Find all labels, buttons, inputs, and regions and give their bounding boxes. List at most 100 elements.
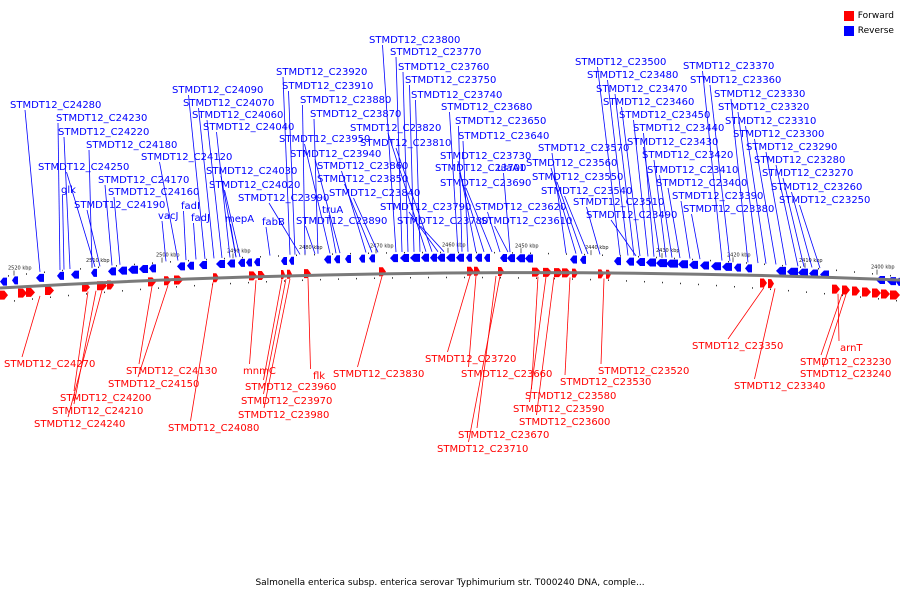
reverse-gene-label[interactable]: STMDT12_C23680 [441,102,532,113]
reverse-gene-label[interactable]: STMDT12_C24180 [86,140,177,151]
reverse-gene-label[interactable]: STMDT12_C23640 [458,131,549,142]
reverse-gene-label[interactable]: STMDT12_C23950 [279,134,370,145]
reverse-gene-arrow[interactable] [71,270,79,279]
reverse-gene-label[interactable]: STMDT12_C23650 [455,116,546,127]
reverse-gene-label[interactable]: STMDT12_C23780 [397,216,488,227]
forward-gene-label[interactable]: STMDT12_C24150 [108,379,199,390]
forward-gene-label[interactable]: STMDT12_C24210 [52,406,143,417]
forward-gene-arrow[interactable] [842,285,850,295]
reverse-gene-arrow[interactable] [246,258,252,267]
forward-gene-arrow[interactable] [467,266,474,276]
reverse-gene-arrow[interactable] [787,267,798,276]
reverse-gene-label[interactable]: STMDT12_C23370 [683,61,774,72]
reverse-gene-arrow[interactable] [466,253,472,262]
forward-gene-label[interactable]: STMDT12_C23720 [425,354,516,365]
reverse-gene-arrow[interactable] [118,266,127,275]
forward-gene-arrow[interactable] [768,279,774,289]
forward-gene-label[interactable]: STMDT12_C23590 [513,404,604,415]
reverse-gene-label[interactable]: STMDT12_C23330 [714,89,805,100]
reverse-gene-arrow[interactable] [689,260,698,269]
reverse-gene-label[interactable]: STMDT12_C23870 [310,109,401,120]
reverse-gene-arrow[interactable] [678,260,688,269]
reverse-gene-arrow[interactable] [91,268,97,277]
reverse-gene-label[interactable]: STMDT12_C23850 [317,174,408,185]
reverse-gene-arrow[interactable] [484,253,490,262]
reverse-gene-label[interactable]: STMDT12_C24090 [172,85,263,96]
reverse-gene-label[interactable]: STMDT12_C23790 [380,202,471,213]
reverse-gene-label[interactable]: STMDT12_C23750 [405,75,496,86]
forward-gene-label[interactable]: STMDT12_C23240 [800,369,891,380]
reverse-gene-arrow[interactable] [636,258,645,267]
reverse-gene-arrow[interactable] [700,261,709,270]
reverse-gene-arrow[interactable] [475,253,482,262]
forward-gene-label[interactable]: STMDT12_C23980 [238,410,329,421]
reverse-gene-arrow[interactable] [507,254,515,263]
forward-gene-label[interactable]: STMDT12_C23340 [734,381,825,392]
reverse-gene-label[interactable]: STMDT12_C24030 [206,166,297,177]
reverse-gene-label[interactable]: fadI [181,201,200,212]
reverse-gene-arrow[interactable] [12,276,18,285]
reverse-gene-arrow[interactable] [798,268,808,277]
forward-gene-label[interactable]: arnT [840,343,863,354]
reverse-gene-label[interactable]: STMDT12_C23300 [733,129,824,140]
forward-gene-label[interactable]: STMDT12_C23670 [458,430,549,441]
reverse-gene-label[interactable]: STMDT12_C23570 [538,143,629,154]
reverse-gene-label[interactable]: STMDT12_C24060 [192,110,283,121]
reverse-gene-arrow[interactable] [666,259,678,268]
forward-gene-label[interactable]: STMDT12_C23350 [692,341,783,352]
reverse-gene-arrow[interactable] [149,264,156,273]
reverse-gene-arrow[interactable] [646,258,656,267]
reverse-gene-label[interactable]: STMDT12_C23490 [586,210,677,221]
reverse-gene-label[interactable]: STMDT12_C23510 [573,197,664,208]
reverse-gene-arrow[interactable] [289,256,294,265]
reverse-gene-arrow[interactable] [516,254,525,263]
reverse-gene-label[interactable]: STMDT12_C23260 [771,182,862,193]
forward-gene-arrow[interactable] [852,286,860,296]
reverse-gene-arrow[interactable] [421,253,429,262]
reverse-gene-label[interactable]: STMDT12_C23820 [350,123,441,134]
reverse-gene-label[interactable]: STMDT12_C23890 [296,216,387,227]
reverse-gene-arrow[interactable] [437,253,445,262]
reverse-gene-label[interactable]: STMDT12_C24120 [141,152,232,163]
reverse-gene-arrow[interactable] [199,261,207,270]
reverse-gene-arrow[interactable] [400,253,409,262]
reverse-gene-arrow[interactable] [711,262,721,271]
reverse-gene-label[interactable]: STMDT12_C23410 [647,165,738,176]
forward-gene-arrow[interactable] [881,289,890,299]
reverse-gene-label[interactable]: STMDT12_C23860 [317,161,408,172]
reverse-gene-label[interactable]: STMDT12_C23400 [656,178,747,189]
reverse-gene-arrow[interactable] [139,264,148,273]
reverse-gene-label[interactable]: STMDT12_C23940 [290,149,381,160]
reverse-gene-label[interactable]: STMDT12_C23470 [596,84,687,95]
reverse-gene-label[interactable]: truA [322,205,343,216]
reverse-gene-arrow[interactable] [580,255,586,264]
reverse-gene-label[interactable]: STMDT12_C24280 [10,100,101,111]
reverse-gene-label[interactable]: STMDT12_C23480 [587,70,678,81]
reverse-gene-label[interactable]: fadJ [191,213,210,224]
forward-gene-label[interactable]: STMDT12_C23530 [560,377,651,388]
reverse-gene-arrow[interactable] [446,253,455,262]
forward-gene-arrow[interactable] [760,278,767,288]
reverse-gene-label[interactable]: STMDT12_C23760 [398,62,489,73]
reverse-gene-arrow[interactable] [776,266,786,275]
forward-gene-label[interactable]: STMDT12_C24080 [168,423,259,434]
reverse-gene-label[interactable]: STMDT12_C23910 [282,81,373,92]
reverse-gene-arrow[interactable] [281,257,287,266]
reverse-gene-arrow[interactable] [238,258,245,267]
reverse-gene-label[interactable]: STMDT12_C23730 [440,151,531,162]
reverse-gene-arrow[interactable] [108,267,116,276]
reverse-gene-arrow[interactable] [722,262,732,271]
reverse-gene-label[interactable]: ulaA1 [497,163,525,174]
reverse-gene-label[interactable]: mepA [225,214,254,225]
reverse-gene-label[interactable]: vacJ [158,211,179,222]
reverse-gene-label[interactable]: STMDT12_C23770 [390,47,481,58]
reverse-gene-label[interactable]: STMDT12_C23250 [779,195,870,206]
reverse-gene-arrow[interactable] [614,257,621,266]
reverse-gene-label[interactable]: STMDT12_C23880 [300,95,391,106]
forward-gene-label[interactable]: STMDT12_C23970 [241,396,332,407]
reverse-gene-label[interactable]: STMDT12_C23560 [526,158,617,169]
reverse-gene-arrow[interactable] [187,261,194,270]
forward-gene-label[interactable]: STMDT12_C23830 [333,369,424,380]
reverse-gene-arrow[interactable] [0,277,7,286]
reverse-gene-label[interactable]: STMDT12_C24160 [108,187,199,198]
